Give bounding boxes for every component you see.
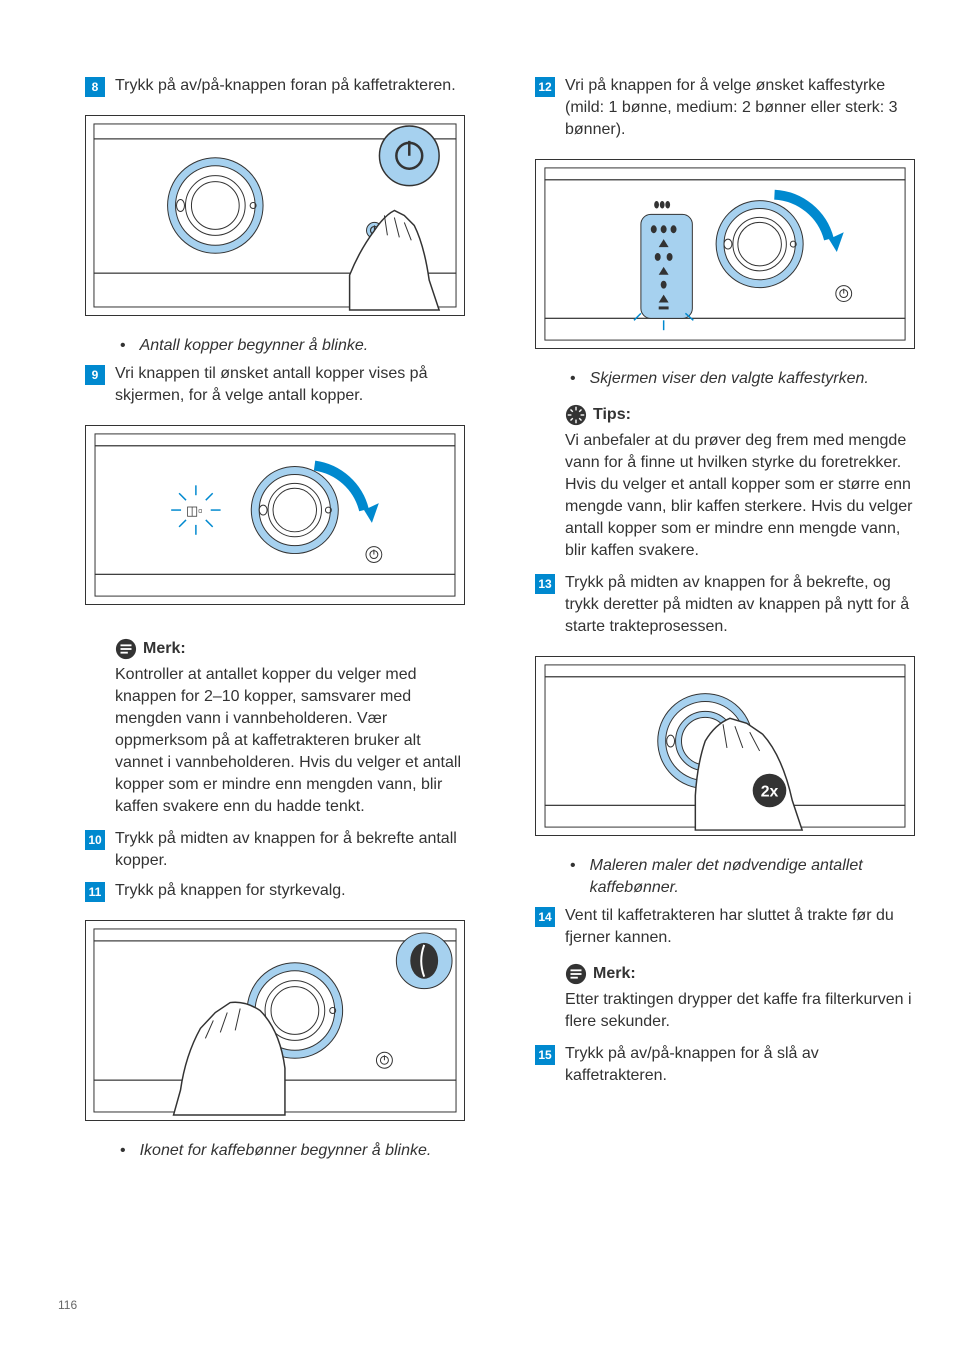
tip-body: Vi anbefaler at du prøver deg frem med m…: [565, 430, 920, 562]
step-text: Trykk på knappen for styrkevalg.: [115, 880, 470, 902]
note-icon: [115, 638, 137, 660]
page-number: 116: [58, 1298, 77, 1312]
step-number: 10: [85, 830, 105, 850]
step-12: 12 Vri på knappen for å velge ønsket kaf…: [500, 75, 920, 141]
diagram-step-13: 2x: [535, 656, 915, 836]
step-number: 12: [535, 77, 555, 97]
note-body: Etter traktingen drypper det kaffe fra f…: [565, 989, 920, 1033]
bullet-text: Ikonet for kaffebønner begynner å blinke…: [140, 1140, 470, 1162]
bullet-text: Maleren maler det nødvendige antallet ka…: [590, 855, 920, 899]
svg-text:⬮⬮⬮: ⬮⬮⬮: [654, 199, 671, 209]
label-2x: 2x: [761, 783, 779, 800]
diagram-step-12: ⬮⬮⬮: [535, 159, 915, 349]
note-block-1: Merk: Kontroller at antallet kopper du v…: [115, 638, 470, 818]
bullet-step-9-pre: • Antall kopper begynner å blinke.: [120, 335, 470, 357]
left-column: 8 Trykk på av/på-knappen foran på kaffet…: [50, 75, 470, 1168]
bullet-after-13: • Maleren maler det nødvendige antallet …: [570, 855, 920, 899]
bullet-text: Skjermen viser den valgte kaffestyrken.: [590, 368, 920, 390]
bullet-dot: •: [120, 1140, 126, 1162]
tip-block: Tips: Vi anbefaler at du prøver deg frem…: [565, 404, 920, 562]
page: 8 Trykk på av/på-knappen foran på kaffet…: [0, 0, 954, 1208]
tip-icon: [565, 404, 587, 426]
bullet-dot: •: [570, 368, 576, 390]
bullet-after-11: • Ikonet for kaffebønner begynner å blin…: [120, 1140, 470, 1162]
step-13: 13 Trykk på midten av knappen for å bekr…: [500, 572, 920, 638]
step-number: 13: [535, 574, 555, 594]
step-number: 9: [85, 365, 105, 385]
step-number: 11: [85, 882, 105, 902]
note-body: Kontroller at antallet kopper du velger …: [115, 664, 470, 818]
diagram-step-8: [85, 115, 465, 316]
diagram-step-9: ◫▫: [85, 425, 465, 605]
svg-text:◫▫: ◫▫: [186, 503, 203, 518]
step-number: 15: [535, 1045, 555, 1065]
step-text: Vri på knappen for å velge ønsket kaffes…: [565, 75, 920, 141]
step-8: 8 Trykk på av/på-knappen foran på kaffet…: [50, 75, 470, 97]
step-text: Trykk på midten av knappen for å bekreft…: [565, 572, 920, 638]
note-block-2: Merk: Etter traktingen drypper det kaffe…: [565, 963, 920, 1033]
step-10: 10 Trykk på midten av knappen for å bekr…: [50, 828, 470, 872]
bullet-text: Antall kopper begynner å blinke.: [140, 335, 470, 357]
step-text: Vent til kaffetrakteren har sluttet å tr…: [565, 905, 920, 949]
step-11: 11 Trykk på knappen for styrkevalg.: [50, 880, 470, 902]
step-15: 15 Trykk på av/på-knappen for å slå av k…: [500, 1043, 920, 1087]
right-column: 12 Vri på knappen for å velge ønsket kaf…: [500, 75, 920, 1168]
step-text: Vri knappen til ønsket antall kopper vis…: [115, 363, 470, 407]
note-title: Merk:: [143, 640, 186, 658]
step-number: 14: [535, 907, 555, 927]
step-text: Trykk på midten av knappen for å bekreft…: [115, 828, 470, 872]
bullet-after-12: • Skjermen viser den valgte kaffestyrken…: [570, 368, 920, 390]
note-title: Merk:: [593, 965, 636, 983]
bullet-dot: •: [570, 855, 576, 877]
bullet-dot: •: [120, 335, 126, 357]
step-text: Trykk på av/på-knappen for å slå av kaff…: [565, 1043, 920, 1087]
note-icon: [565, 963, 587, 985]
step-9: 9 Vri knappen til ønsket antall kopper v…: [50, 363, 470, 407]
step-14: 14 Vent til kaffetrakteren har sluttet å…: [500, 905, 920, 949]
step-number: 8: [85, 77, 105, 97]
step-text: Trykk på av/på-knappen foran på kaffetra…: [115, 75, 470, 97]
tip-title: Tips:: [593, 406, 631, 424]
diagram-step-11: [85, 920, 465, 1121]
